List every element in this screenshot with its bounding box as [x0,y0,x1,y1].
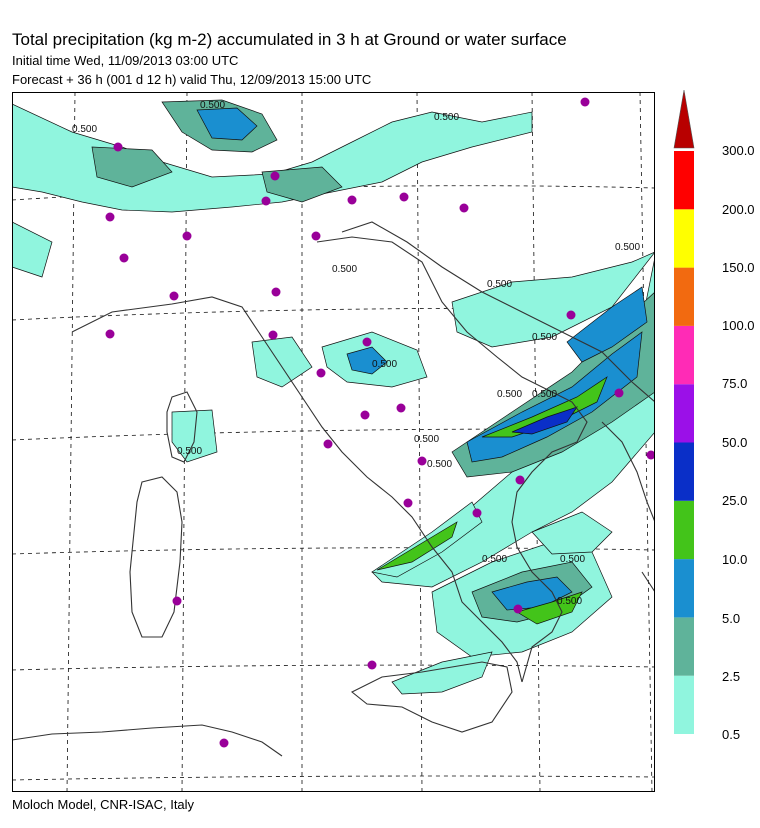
contour-label: 0.500 [427,459,452,470]
city-marker[interactable] [362,337,372,347]
city-marker[interactable] [172,596,182,606]
colorbar-swatch [674,617,694,676]
city-markers [105,97,656,748]
contour-label: 0.500 [487,279,512,290]
legend-label: 0.5 [722,727,741,742]
city-marker[interactable] [105,329,115,339]
chart-title: Total precipitation (kg m-2) accumulated… [12,30,567,49]
legend-label: 50.0 [722,435,748,450]
contour-label: 0.500 [615,242,640,253]
legend-label: 25.0 [722,493,748,508]
initial-time: Initial time Wed, 11/09/2013 03:00 UTC [12,53,239,68]
precip-area [261,166,343,203]
city-marker[interactable] [182,231,192,241]
colorbar-arrow [673,89,695,149]
city-marker[interactable] [417,456,427,466]
city-marker[interactable] [646,450,656,460]
city-marker[interactable] [268,330,278,340]
coastlines [12,221,655,757]
contour-label: 0.500 [372,359,397,370]
city-marker[interactable] [323,439,333,449]
contour-label: 0.500 [482,554,507,565]
precip-area [391,651,493,695]
city-marker[interactable] [580,97,590,107]
colorbar-swatches [674,151,694,734]
legend-label: 200.0 [722,202,755,217]
city-marker[interactable] [399,192,409,202]
city-marker[interactable] [459,203,469,213]
precipitation-map[interactable]: 0.500 0.500 0.500 0.500 0.500 0.500 0.50… [12,92,655,792]
contour-label: 0.500 [532,389,557,400]
colorbar-swatch [674,151,694,210]
city-marker[interactable] [396,403,406,413]
map-frame [12,92,655,792]
contour-label: 0.500 [434,112,459,123]
city-marker[interactable] [347,195,357,205]
contour-label: 0.500 [497,389,522,400]
contour-label: 0.500 [532,332,557,343]
contour-label: 0.500 [414,434,439,445]
precip-area [566,286,648,363]
legend-label: 300.0 [722,143,755,158]
city-marker[interactable] [169,291,179,301]
legend-label: 100.0 [722,318,755,333]
city-marker[interactable] [403,498,413,508]
legend-label: 150.0 [722,260,755,275]
colorbar-swatch [674,500,694,560]
city-marker[interactable] [360,410,370,420]
precip-area [376,521,458,571]
contour-label: 0.500 [332,264,357,275]
city-marker[interactable] [472,508,482,518]
precip-area [196,107,258,141]
city-marker[interactable] [261,196,271,206]
city-marker[interactable] [119,253,129,263]
city-marker[interactable] [113,142,123,152]
city-marker[interactable] [316,368,326,378]
legend-label: 2.5 [722,669,741,684]
precip-area [12,103,533,213]
model-credit: Moloch Model, CNR-ISAC, Italy [12,797,195,812]
legend-label: 10.0 [722,552,748,567]
colorbar-swatch [674,384,694,443]
colorbar-swatch [674,209,694,268]
colorbar-swatch [674,325,694,385]
contour-labels: 0.500 0.500 0.500 0.500 0.500 0.500 0.50… [72,100,640,607]
precip-area [251,336,313,388]
precip-area [12,221,53,278]
precip-area [511,406,578,435]
contour-label: 0.500 [177,446,202,457]
forecast-valid-time: Forecast + 36 h (001 d 12 h) valid Thu, … [12,72,372,87]
contour-label: 0.500 [72,124,97,135]
contour-label: 0.500 [200,100,225,111]
city-marker[interactable] [566,310,576,320]
precip-area [516,591,583,625]
city-marker[interactable] [513,604,523,614]
precip-area [346,346,388,375]
colorbar-legend [673,89,695,734]
city-marker[interactable] [311,231,321,241]
legend-label: 5.0 [722,611,741,626]
precipitation-field [12,99,655,695]
city-marker[interactable] [270,171,280,181]
city-marker[interactable] [614,388,624,398]
contour-label: 0.500 [560,554,585,565]
colorbar-swatch [674,267,694,326]
colorbar-swatch [674,559,694,618]
precip-area [91,146,173,188]
city-marker[interactable] [219,738,229,748]
precip-area [451,251,655,348]
legend-label: 75.0 [722,376,748,391]
colorbar-swatch [674,442,694,501]
contour-label: 0.500 [557,596,582,607]
precip-area [531,511,613,555]
colorbar-swatch [674,675,694,734]
city-marker[interactable] [367,660,377,670]
city-marker[interactable] [271,287,281,297]
city-marker[interactable] [515,475,525,485]
city-marker[interactable] [105,212,115,222]
